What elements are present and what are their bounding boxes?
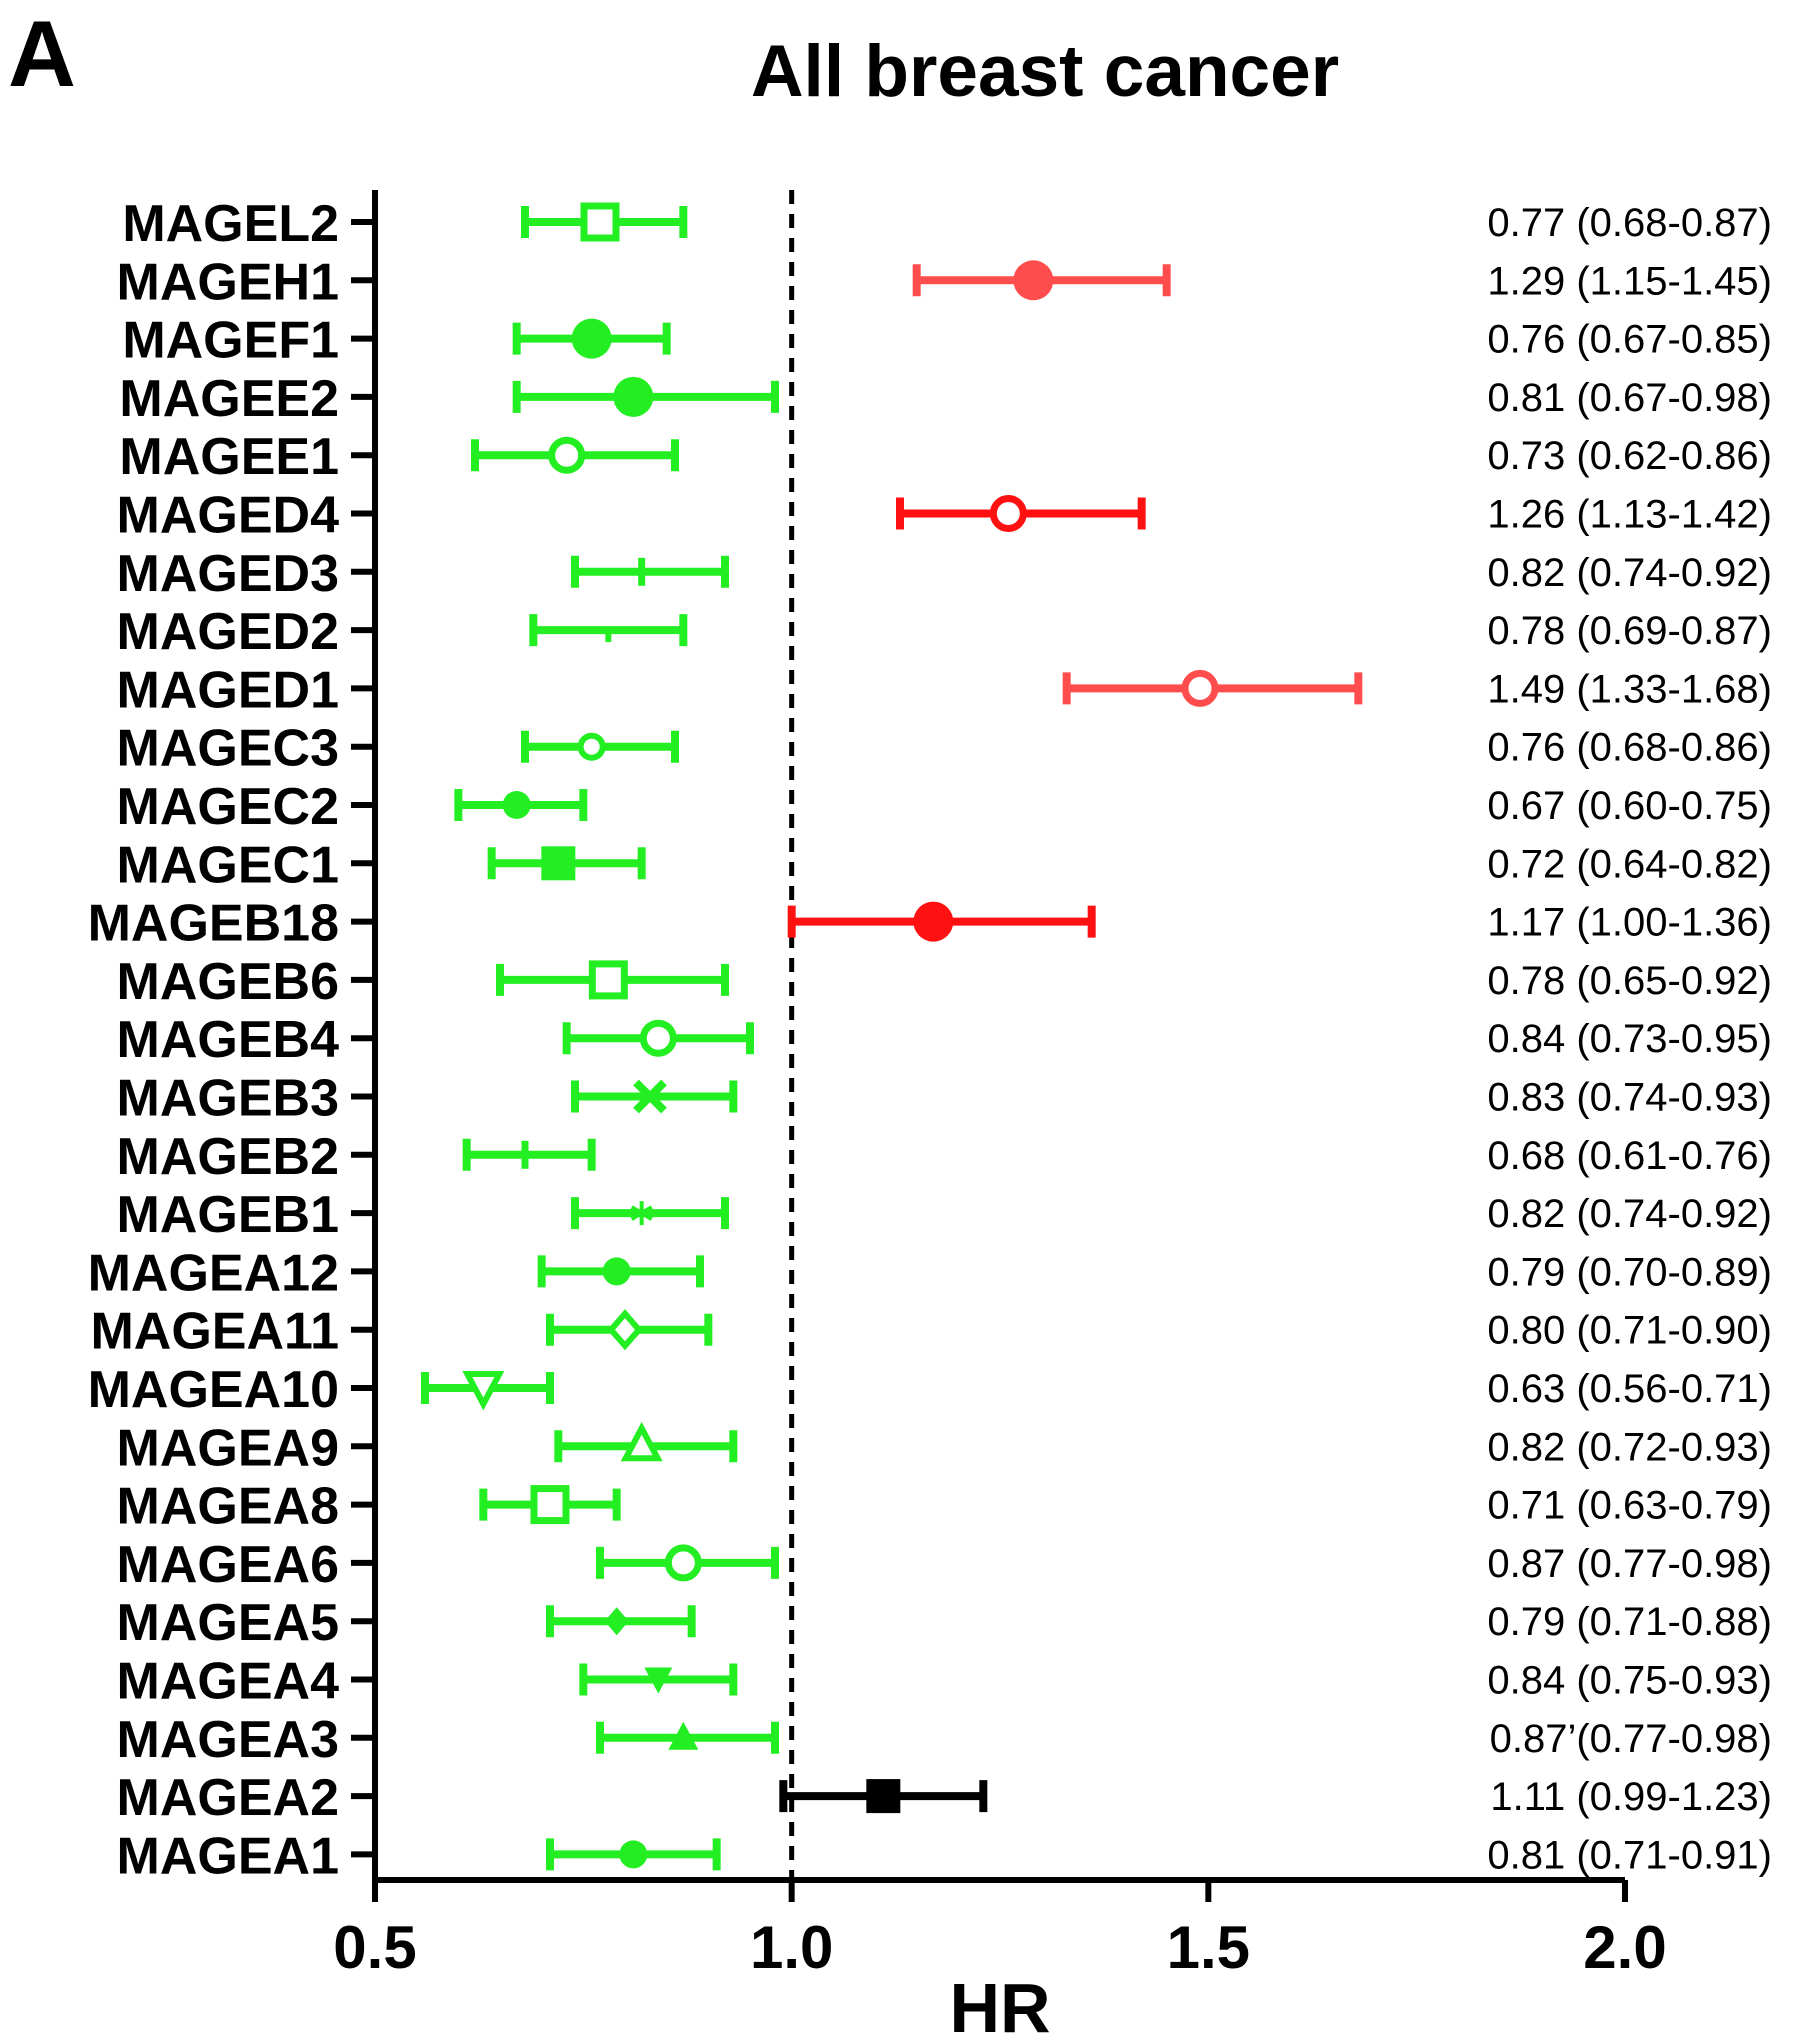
gene-label: MAGEA10	[88, 1361, 339, 1419]
hr-ci-label: 0.76 (0.67-0.85)	[1487, 318, 1772, 362]
hr-ci-label: 0.82 (0.74-0.92)	[1487, 551, 1772, 595]
gene-label: MAGED1	[117, 661, 339, 719]
gene-label: MAGEE2	[119, 370, 339, 428]
hr-ci-label: 0.82 (0.74-0.92)	[1487, 1192, 1772, 1236]
hr-ci-label: 0.84 (0.75-0.93)	[1487, 1659, 1772, 1703]
point-marker	[571, 318, 612, 359]
hr-ci-label: 0.81 (0.71-0.91)	[1487, 1833, 1772, 1877]
hr-ci-label: 1.29 (1.15-1.45)	[1487, 259, 1772, 303]
gene-label: MAGEB4	[117, 1011, 340, 1069]
x-tick-label: 1.5	[1167, 1914, 1250, 1981]
x-tick-label: 0.5	[333, 1914, 416, 1981]
gene-label: MAGEA11	[90, 1303, 339, 1361]
hr-ci-label: 0.78 (0.65-0.92)	[1487, 959, 1772, 1003]
point-marker	[580, 202, 620, 242]
gene-label: MAGEB2	[117, 1128, 339, 1186]
point-marker	[644, 1667, 673, 1694]
hr-ci-label: 0.83 (0.74-0.93)	[1487, 1076, 1772, 1120]
gene-label: MAGEA9	[117, 1419, 339, 1477]
hr-ci-label: 1.17 (1.00-1.36)	[1487, 901, 1772, 945]
gene-label: MAGEB3	[117, 1070, 339, 1128]
gene-label: MAGEC1	[117, 836, 339, 894]
x-axis-label: HR	[949, 1969, 1050, 2042]
hr-ci-label: 0.72 (0.64-0.82)	[1487, 842, 1772, 886]
point-marker	[602, 1257, 631, 1286]
gene-label: MAGEB1	[117, 1186, 339, 1244]
gene-label: MAGEB6	[117, 953, 339, 1011]
hr-ci-label: 1.11 (0.99-1.23)	[1490, 1775, 1772, 1819]
gene-label: MAGEA4	[117, 1653, 340, 1711]
gene-label: MAGEC2	[117, 778, 339, 836]
hr-ci-label: 0.87 (0.77-0.98)	[1487, 1542, 1772, 1586]
hr-ci-label: 0.68 (0.61-0.76)	[1487, 1134, 1772, 1178]
point-marker	[668, 1721, 699, 1750]
panel-label: A	[8, 1, 76, 106]
point-marker	[989, 495, 1027, 532]
gene-label: MAGEB18	[88, 895, 339, 953]
gene-label: MAGEF1	[122, 312, 339, 370]
hr-ci-label: 0.73 (0.62-0.86)	[1487, 434, 1772, 478]
hr-ci-label: 0.67 (0.60-0.75)	[1487, 784, 1772, 828]
gene-label: MAGEA8	[117, 1478, 339, 1536]
x-tick-label: 2.0	[1583, 1914, 1666, 1981]
gene-label: MAGEA2	[117, 1769, 339, 1827]
point-marker	[619, 1840, 648, 1869]
hr-ci-label: 0.81 (0.67-0.98)	[1487, 376, 1772, 420]
point-marker	[548, 436, 586, 474]
point-marker	[577, 732, 606, 761]
point-marker	[541, 846, 576, 881]
point-marker	[604, 1607, 629, 1636]
hr-ci-label: 0.78 (0.69-0.87)	[1487, 609, 1772, 653]
point-marker	[620, 1421, 663, 1462]
point-marker	[613, 376, 654, 417]
point-marker	[639, 1019, 677, 1057]
point-marker	[462, 1371, 505, 1411]
point-marker	[630, 1201, 653, 1226]
point-marker	[530, 1485, 570, 1525]
hr-ci-label: 1.49 (1.33-1.68)	[1487, 667, 1772, 711]
plot-area: 0.5 1.0 1.5 2.0 MAGEL2 0.77 (0.68-0.87) MAGEH1…	[88, 190, 1772, 1981]
hr-ci-label: 0.80 (0.71-0.90)	[1487, 1309, 1772, 1353]
gene-label: MAGEH1	[117, 253, 339, 311]
hr-ci-label: 0.71 (0.63-0.79)	[1487, 1484, 1772, 1528]
gene-label: MAGEA1	[117, 1827, 339, 1885]
gene-label: MAGED3	[117, 545, 339, 603]
hr-ci-label: 0.82 (0.72-0.93)	[1487, 1425, 1772, 1469]
point-marker	[633, 1079, 667, 1114]
chart-title: All breast cancer	[751, 31, 1339, 112]
hr-ci-label: 0.76 (0.68-0.86)	[1487, 726, 1772, 770]
hr-ci-label: 0.79 (0.70-0.89)	[1487, 1250, 1772, 1294]
hr-ci-label: 1.26 (1.13-1.42)	[1487, 493, 1772, 537]
gene-label: MAGEA12	[88, 1244, 339, 1302]
hr-ci-label: 0.77 (0.68-0.87)	[1487, 201, 1772, 245]
hr-ci-label: 0.87’(0.77-0.98)	[1490, 1717, 1772, 1761]
gene-label: MAGED4	[117, 487, 340, 545]
hr-ci-label: 0.84 (0.73-0.95)	[1487, 1017, 1772, 1061]
point-marker	[1181, 669, 1219, 707]
hr-ci-label: 0.63 (0.56-0.71)	[1487, 1367, 1772, 1411]
gene-label: MAGEL2	[122, 195, 339, 253]
gene-label: MAGEC3	[117, 720, 339, 778]
point-marker	[913, 901, 954, 942]
hr-ci-label: 0.79 (0.71-0.88)	[1487, 1600, 1772, 1644]
point-marker	[1013, 260, 1054, 301]
point-marker	[502, 791, 531, 819]
gene-label: MAGEE1	[119, 428, 339, 486]
point-marker	[664, 1544, 702, 1582]
gene-label: MAGED2	[117, 603, 339, 661]
point-marker	[866, 1779, 901, 1814]
point-marker	[588, 960, 628, 1000]
gene-label: MAGEA3	[117, 1711, 339, 1769]
x-tick-label: 1.0	[750, 1914, 833, 1981]
gene-label: MAGEA6	[117, 1536, 339, 1594]
gene-label: MAGEA5	[117, 1594, 339, 1652]
point-marker	[607, 1309, 643, 1351]
